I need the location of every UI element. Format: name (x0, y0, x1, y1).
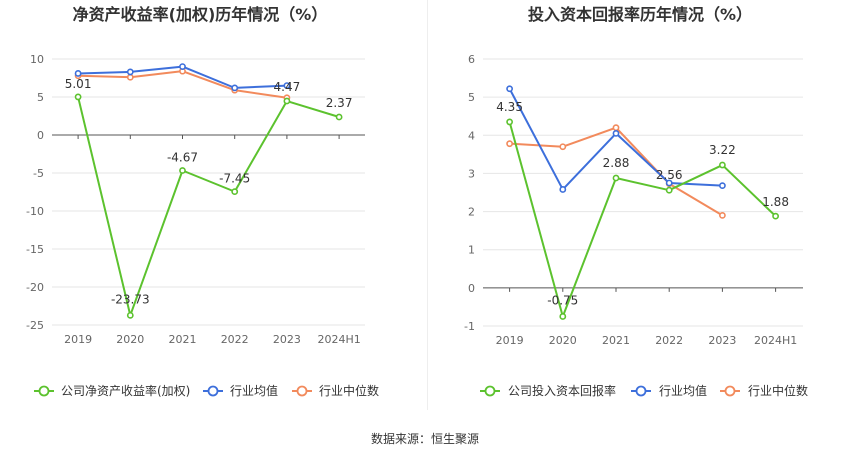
chart-title: 净资产收益率(加权)历年情况（%） (73, 5, 328, 24)
x-tick-label: 2020 (116, 333, 144, 346)
y-tick-label: -5 (33, 167, 44, 180)
data-label: 5.01 (65, 77, 92, 91)
legend-marker-industry-avg (635, 385, 647, 397)
data-label: -0.75 (547, 293, 578, 307)
chart-divider (427, 0, 428, 410)
data-label: -4.67 (167, 150, 198, 164)
x-tick-label: 2024H1 (754, 334, 797, 347)
legend-marker-industry-median (724, 385, 736, 397)
legend-marker-industry-avg (207, 385, 219, 397)
data-source-label: 数据来源：恒生聚源 (370, 432, 479, 446)
data-point-industry-avg (74, 70, 82, 77)
x-tick-label: 2019 (496, 334, 524, 347)
y-tick-label: 5 (37, 91, 44, 104)
y-tick-label: -1 (464, 320, 475, 333)
data-point-industry-avg (719, 182, 726, 190)
data-point-company (719, 161, 726, 169)
x-tick-label: 2019 (64, 333, 92, 346)
x-tick-label: 2022 (221, 333, 249, 346)
data-point-company (559, 313, 567, 320)
data-point-industry-avg (506, 85, 513, 93)
data-point-company (74, 93, 82, 101)
data-point-industry-median (559, 143, 567, 151)
legend-label-company: 公司投入资本回报率 (508, 383, 616, 398)
y-tick-label: -10 (26, 205, 44, 218)
data-label: 2.56 (656, 168, 683, 182)
y-tick-label: 5 (468, 91, 475, 104)
data-point-company (126, 311, 134, 319)
data-point-industry-avg (612, 129, 620, 137)
y-tick-label: -15 (26, 243, 44, 256)
legend-label-industry-median: 行业中位数 (319, 383, 379, 398)
x-tick-label: 2020 (549, 334, 577, 347)
y-tick-label: -25 (26, 319, 44, 332)
series-line-industry-median (78, 70, 288, 99)
data-point-company (283, 97, 291, 105)
data-label: -7.45 (219, 172, 250, 186)
data-point-industry-avg (283, 82, 291, 89)
chart-1: 净资产收益率(加权)历年情况（%） 10 5 0 -5 -10 -15 -20 -25 2019 2… (26, 5, 379, 398)
data-label: 4.47 (274, 80, 301, 94)
x-tick-label: 2023 (273, 333, 301, 346)
x-tick-label: 2022 (655, 334, 683, 347)
legend-marker-industry-median (296, 385, 308, 397)
series-line-company (77, 96, 340, 317)
data-point-company (179, 167, 186, 174)
x-tick-label: 2024H1 (317, 333, 360, 346)
series-line-industry-avg (508, 88, 723, 191)
data-point-industry-avg (231, 84, 239, 92)
y-tick-label: 10 (30, 53, 44, 66)
data-point-industry-median (719, 211, 726, 219)
data-label: 2.37 (326, 96, 353, 110)
y-tick-label: 6 (468, 53, 475, 66)
legend-marker-company (38, 385, 50, 397)
data-point-industry-avg (559, 186, 567, 193)
data-point-industry-median (506, 140, 513, 148)
y-tick-label: 3 (468, 167, 475, 180)
data-point-company (772, 212, 779, 220)
series-line-company (508, 121, 777, 318)
chart-title: 投入资本回报率历年情况（%） (528, 5, 752, 24)
data-point-company (335, 113, 343, 121)
x-tick-label: 2021 (602, 334, 630, 347)
series-line-industry-median (509, 126, 723, 217)
data-point-industry-avg (665, 179, 673, 187)
data-point-industry-median (612, 124, 620, 132)
data-point-industry-avg (126, 68, 134, 76)
legend-marker-company (484, 385, 496, 397)
y-tick-label: 0 (468, 282, 475, 295)
data-point-industry-median (126, 73, 134, 81)
y-tick-label: 2 (468, 206, 475, 219)
y-tick-label: -20 (26, 281, 44, 294)
legend-label-industry-avg: 行业均值 (230, 383, 278, 398)
chart-2: 投入资本回报率历年情况（%） 6 5 4 3 2 1 0 -1 2019 2020 2021 2022 2… (464, 5, 808, 398)
data-label: 2.88 (603, 156, 630, 170)
legend-label-industry-avg: 行业均值 (659, 383, 707, 398)
data-point-company (665, 186, 673, 194)
legend-label-company: 公司净资产收益率(加权) (61, 383, 190, 398)
legend-label-industry-median: 行业中位数 (748, 383, 808, 398)
x-tick-label: 2023 (708, 334, 736, 347)
data-label: 3.22 (709, 143, 736, 157)
x-tick-label: 2021 (169, 333, 197, 346)
data-point-company (231, 188, 239, 196)
data-label: 4.35 (496, 100, 523, 114)
data-point-industry-avg (179, 63, 186, 70)
data-point-company (506, 118, 513, 126)
data-point-company (612, 174, 620, 182)
data-label: -23.73 (111, 292, 150, 306)
y-tick-label: 4 (468, 129, 475, 142)
data-label: 1.88 (762, 195, 789, 209)
y-tick-label: 0 (37, 129, 44, 142)
y-tick-label: 1 (468, 244, 475, 257)
